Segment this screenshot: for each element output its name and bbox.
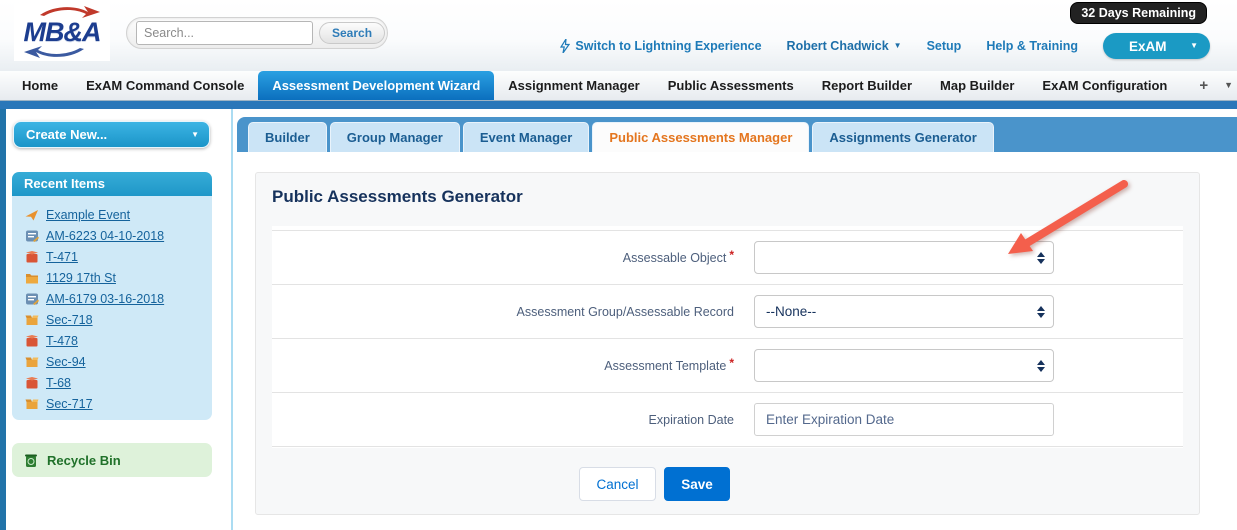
tab-bar-actions: + ▼: [1199, 71, 1233, 100]
app-menu-button[interactable]: ExAM ▼: [1103, 33, 1210, 59]
recycle-bin-link[interactable]: Recycle Bin: [12, 443, 212, 477]
field-label: Assessment Template *: [604, 355, 734, 373]
help-training-link[interactable]: Help & Training: [986, 39, 1078, 53]
tab-exam-configuration[interactable]: ExAM Configuration: [1042, 78, 1168, 93]
chevron-down-icon: ▼: [893, 41, 902, 50]
section-icon: [25, 355, 39, 369]
public-assessments-generator-panel: Public Assessments Generator Assessable …: [255, 172, 1200, 515]
create-new-dropdown[interactable]: Create New... ▼: [13, 121, 210, 148]
main-tab-bar: Home ExAM Command Console Assessment Dev…: [0, 71, 1237, 101]
list-item[interactable]: Sec-718: [25, 309, 212, 330]
required-asterisk: *: [729, 355, 734, 370]
tab-home[interactable]: Home: [22, 78, 59, 93]
cancel-button[interactable]: Cancel: [579, 467, 656, 501]
field-label: Assessment Group/Assessable Record: [516, 304, 734, 319]
save-button[interactable]: Save: [664, 467, 730, 501]
list-item[interactable]: AM-6223 04-10-2018: [25, 225, 212, 246]
section-icon: [25, 397, 39, 411]
section-icon: [25, 313, 39, 327]
list-item[interactable]: T-478: [25, 330, 212, 351]
recycle-bin-icon: [25, 454, 37, 467]
assessable-object-select[interactable]: [754, 241, 1054, 274]
global-search: Search: [126, 17, 388, 49]
template-icon: [25, 376, 39, 390]
logo-swoosh-graphics: [24, 6, 100, 58]
tab-exam-command-console[interactable]: ExAM Command Console: [86, 78, 245, 93]
form-row-assessment-template: Assessment Template *: [272, 338, 1183, 392]
field-label: Expiration Date: [648, 412, 734, 427]
company-logo[interactable]: MB&A: [14, 3, 110, 61]
list-item[interactable]: AM-6179 03-16-2018: [25, 288, 212, 309]
subtab-group-manager[interactable]: Group Manager: [329, 122, 460, 152]
tab-report-builder[interactable]: Report Builder: [821, 78, 913, 93]
list-item[interactable]: 1129 17th St: [25, 267, 212, 288]
form-row-expiration-date: Expiration Date: [272, 392, 1183, 447]
generator-form: Assessable Object * Assessment Group/Asse…: [272, 226, 1183, 448]
global-header: MB&A Search 32 Days Remaining Switch to …: [0, 0, 1237, 71]
tab-public-assessments[interactable]: Public Assessments: [667, 78, 794, 93]
form-row-assessment-group: Assessment Group/Assessable Record --Non…: [272, 284, 1183, 338]
template-icon: [25, 334, 39, 348]
field-label: Assessable Object *: [622, 247, 734, 265]
list-item[interactable]: Sec-717: [25, 393, 212, 414]
folder-icon: [25, 271, 39, 285]
chevron-down-icon: ▼: [1190, 41, 1198, 50]
form-row-assessable-object: Assessable Object *: [272, 230, 1183, 284]
expiration-date-input[interactable]: [754, 403, 1054, 436]
assessment-icon: [25, 229, 39, 243]
form-actions: Cancel Save: [579, 467, 730, 501]
all-tabs-caret-icon[interactable]: ▼: [1224, 80, 1234, 90]
recent-items-header: Recent Items: [12, 172, 212, 196]
logo-text: MB&A: [23, 16, 102, 47]
assessment-template-select[interactable]: [754, 349, 1054, 382]
trial-days-badge: 32 Days Remaining: [1070, 2, 1207, 24]
search-input[interactable]: [136, 21, 313, 45]
search-button[interactable]: Search: [319, 22, 386, 44]
subtab-event-manager[interactable]: Event Manager: [462, 122, 590, 152]
list-item[interactable]: Example Event: [25, 204, 212, 225]
chevron-down-icon: ▼: [191, 129, 199, 139]
lightning-bolt-icon: [560, 39, 571, 53]
sub-tab-bar: Builder Group Manager Event Manager Publ…: [237, 117, 1237, 152]
subtab-builder[interactable]: Builder: [248, 122, 327, 152]
list-item[interactable]: Sec-94: [25, 351, 212, 372]
user-menu[interactable]: Robert Chadwick ▼: [786, 39, 902, 53]
required-asterisk: *: [729, 247, 734, 262]
switch-to-lightning-link[interactable]: Switch to Lightning Experience: [560, 39, 762, 53]
sidebar-left-edge: [0, 109, 6, 530]
tab-assignment-manager[interactable]: Assignment Manager: [508, 78, 640, 93]
template-icon: [25, 250, 39, 264]
assessment-icon: [25, 292, 39, 306]
header-links: Switch to Lightning Experience Robert Ch…: [560, 33, 1210, 59]
list-item[interactable]: T-471: [25, 246, 212, 267]
tab-assessment-development-wizard[interactable]: Assessment Development Wizard: [258, 71, 495, 100]
add-tab-icon[interactable]: +: [1199, 77, 1209, 94]
page-title: Public Assessments Generator: [272, 187, 523, 206]
recent-items-list: Example Event AM-6223 04-10-2018 T-471 1…: [12, 196, 212, 420]
tab-map-builder[interactable]: Map Builder: [940, 78, 1015, 93]
setup-link[interactable]: Setup: [926, 39, 962, 53]
nav-accent-strip: [0, 101, 1237, 109]
subtab-public-assessments-manager[interactable]: Public Assessments Manager: [592, 122, 810, 152]
subtab-assignments-generator[interactable]: Assignments Generator: [812, 122, 994, 152]
event-icon: [25, 208, 39, 222]
sidebar-right-border: [231, 109, 233, 530]
list-item[interactable]: T-68: [25, 372, 212, 393]
assessment-group-select[interactable]: --None--: [754, 295, 1054, 328]
